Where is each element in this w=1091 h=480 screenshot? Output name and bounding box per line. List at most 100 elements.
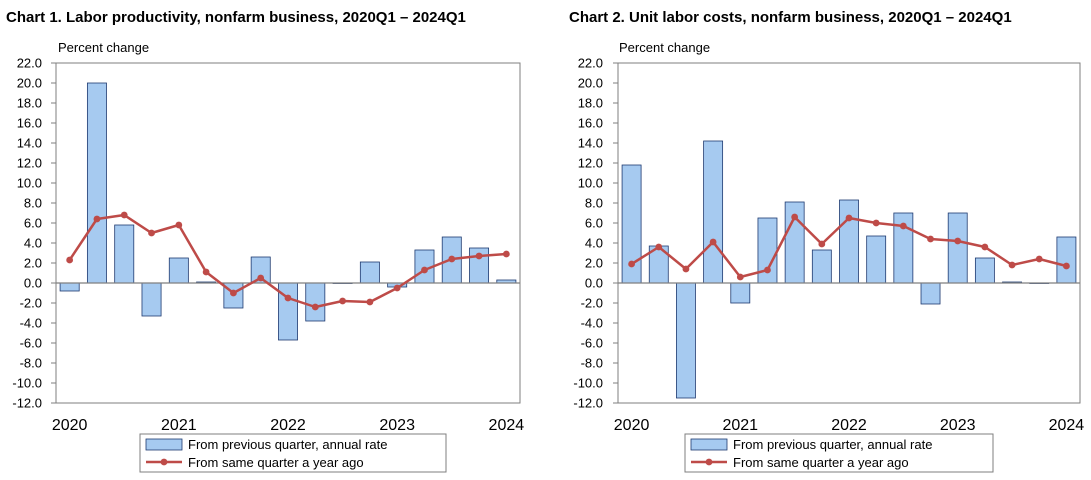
line-point — [284, 294, 292, 302]
bar — [59, 282, 80, 292]
line-point — [764, 266, 771, 274]
y-tick-label: 0.0 — [585, 276, 603, 291]
plot-area-border — [55, 62, 521, 404]
y-tick-label: -2.0 — [581, 296, 603, 311]
y-tick-label: 16.0 — [578, 116, 603, 131]
line-point — [339, 297, 346, 305]
line-point — [1008, 261, 1016, 269]
line-point — [845, 214, 853, 222]
y-tick-label: -12.0 — [573, 396, 603, 411]
y-tick-label: 12.0 — [578, 156, 603, 171]
y-tick-label: 6.0 — [585, 216, 603, 231]
y-tick-label: 8.0 — [24, 196, 42, 211]
line-point — [502, 250, 510, 258]
bar — [811, 249, 832, 284]
y-tick-label: 6.0 — [24, 216, 42, 231]
y-tick-label: 2.0 — [585, 256, 603, 271]
legend-frame — [684, 433, 994, 473]
y-tick-label: 12.0 — [17, 156, 42, 171]
line-point — [393, 284, 401, 292]
bar — [114, 224, 135, 284]
line-point — [927, 235, 934, 243]
chart-unit-labor-costs: Chart 2. Unit labor costs, nonfarm busin… — [569, 9, 1085, 473]
line-point — [148, 229, 155, 237]
line-point — [366, 298, 374, 306]
line-point — [736, 273, 744, 281]
line-point — [1035, 255, 1043, 263]
line-point — [257, 274, 265, 282]
line-point — [175, 221, 183, 229]
chart-title: Chart 1. Labor productivity, nonfarm bus… — [6, 9, 466, 26]
y-axis-label: Percent change — [619, 40, 710, 55]
line-point — [899, 222, 907, 230]
y-tick-label: 14.0 — [578, 136, 603, 151]
y-tick-label: -4.0 — [581, 316, 603, 331]
y-tick-label: -4.0 — [20, 316, 42, 331]
x-tick-label: 2022 — [270, 417, 306, 434]
bar — [839, 199, 859, 284]
line-point — [448, 255, 456, 263]
y-tick-label: 18.0 — [578, 96, 603, 111]
bar — [141, 282, 162, 317]
y-tick-label: -8.0 — [20, 356, 42, 371]
legend-label-line: From same quarter a year ago — [733, 455, 909, 470]
x-tick-label: 2020 — [52, 417, 88, 434]
plot-area-border — [617, 62, 1081, 404]
x-tick-label: 2023 — [379, 417, 415, 434]
y-tick-label: 20.0 — [17, 76, 42, 91]
bar — [86, 82, 107, 284]
legend-swatch-marker — [705, 458, 713, 466]
line-point — [682, 265, 690, 273]
line-point — [628, 260, 635, 268]
y-tick-label: 4.0 — [585, 236, 603, 251]
line-point — [818, 240, 826, 248]
y-tick-label: -2.0 — [20, 296, 42, 311]
x-tick-label: 2020 — [614, 417, 650, 434]
y-tick-label: -6.0 — [20, 336, 42, 351]
y-tick-label: 10.0 — [578, 176, 603, 191]
legend-label-bar: From previous quarter, annual rate — [188, 437, 387, 452]
line-point — [655, 243, 663, 251]
legend: From previous quarter, annual rate From s… — [139, 433, 447, 473]
line-point — [1063, 262, 1070, 270]
x-tick-label: 2022 — [831, 417, 867, 434]
line-point — [421, 266, 428, 274]
y-tick-label: 8.0 — [585, 196, 603, 211]
y-tick-label: -10.0 — [12, 376, 42, 391]
line-point — [872, 219, 880, 227]
x-tick-label: 2021 — [161, 417, 197, 434]
y-tick-label: 2.0 — [24, 256, 42, 271]
bar — [866, 235, 887, 284]
line-point — [709, 238, 717, 246]
bar — [730, 282, 751, 304]
y-tick-label: 10.0 — [17, 176, 42, 191]
legend: From previous quarter, annual rate From s… — [684, 433, 994, 473]
y-tick-label: 22.0 — [578, 56, 603, 71]
y-axis-label: Percent change — [58, 40, 149, 55]
y-tick-label: 18.0 — [17, 96, 42, 111]
bar — [920, 282, 941, 305]
x-tick-label: 2023 — [940, 417, 976, 434]
legend-swatch-bar — [690, 438, 728, 451]
y-tick-label: 20.0 — [578, 76, 603, 91]
line-point — [311, 303, 319, 311]
y-tick-label: 16.0 — [17, 116, 42, 131]
legend-swatch-marker — [160, 458, 168, 466]
bar — [676, 282, 696, 399]
legend-frame — [139, 433, 447, 473]
y-tick-label: -8.0 — [581, 356, 603, 371]
line-point — [475, 252, 483, 260]
x-tick-label: 2024 — [489, 417, 525, 434]
x-tick-label: 2024 — [1049, 417, 1085, 434]
bar — [359, 261, 380, 284]
y-tick-label: 22.0 — [17, 56, 42, 71]
line-point — [202, 268, 210, 276]
chart-title: Chart 2. Unit labor costs, nonfarm busin… — [569, 9, 1012, 26]
line-point — [66, 256, 74, 264]
chart-labor-productivity: Chart 1. Labor productivity, nonfarm bus… — [6, 9, 525, 473]
line-point — [120, 211, 128, 219]
y-tick-label: 4.0 — [24, 236, 42, 251]
line-point — [954, 237, 962, 245]
y-tick-label: -12.0 — [12, 396, 42, 411]
